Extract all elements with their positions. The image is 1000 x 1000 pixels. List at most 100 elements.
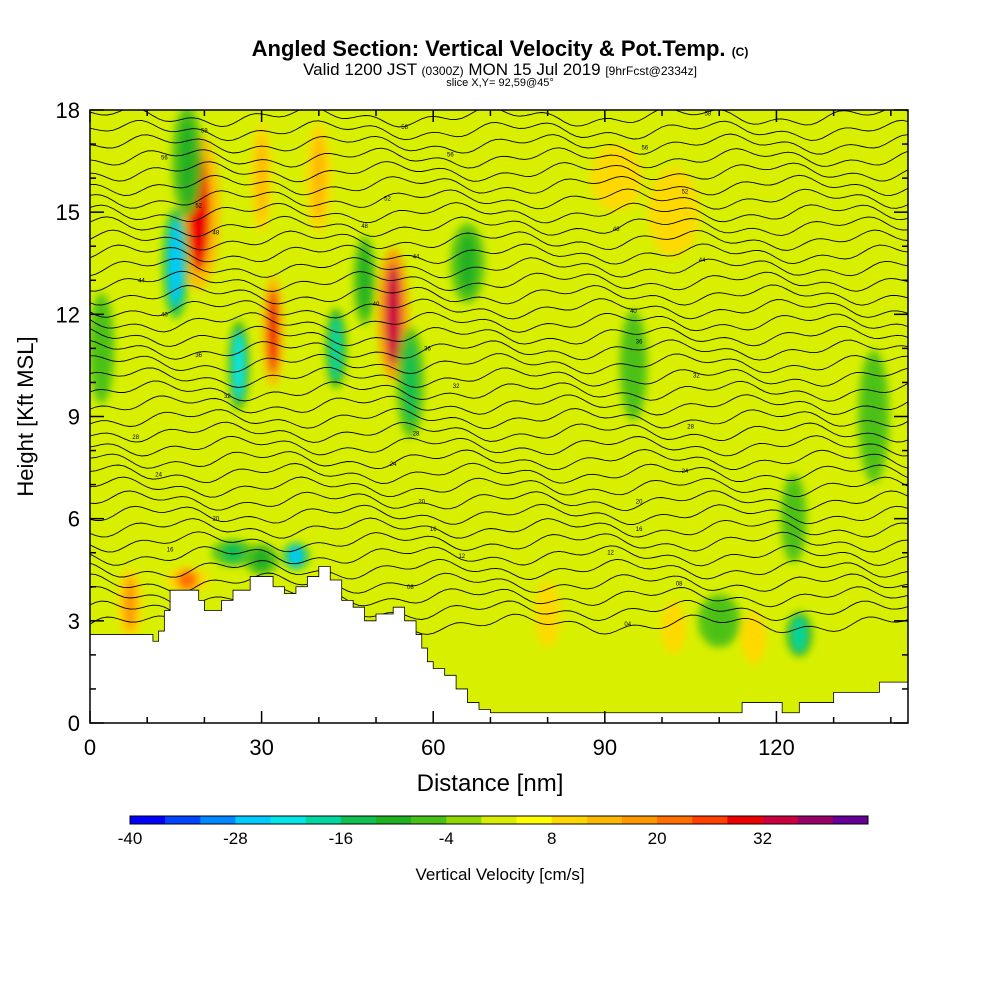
theta-contour-line [90, 380, 908, 402]
velocity-feature [179, 118, 195, 204]
theta-contour-label: 58 [201, 128, 208, 134]
theta-contour-label: 44 [138, 278, 145, 284]
colorbar-label: Vertical Velocity [cm/s] [415, 865, 584, 884]
colorbar-swatch [411, 816, 447, 824]
theta-contour-label: 16 [167, 547, 174, 553]
theta-contour-line [90, 462, 908, 484]
theta-contour-line [90, 110, 908, 128]
theta-contour-label: 40 [161, 312, 168, 318]
theta-contour-label: 58 [401, 125, 408, 131]
theta-contour-line [90, 215, 908, 237]
x-tick-label: 120 [758, 735, 795, 760]
velocity-feature [385, 263, 401, 366]
colorbar-swatch [130, 816, 166, 824]
theta-contour-label: 40 [373, 302, 380, 308]
colorbar: -40 -28 -16 -4 8 20 32 Vertical Velocity [cm/s] [118, 815, 869, 884]
slice-info: slice X,Y= 92,59@45° [446, 77, 554, 89]
y-tick-label: 15 [56, 200, 80, 225]
theta-contour-line [90, 517, 908, 539]
velocity-feature [458, 232, 477, 294]
theta-contour-label: 24 [682, 469, 689, 475]
theta-contour-label: 32 [693, 374, 700, 380]
y-tick-label: 12 [56, 302, 80, 327]
colorbar-swatch [376, 816, 412, 824]
terrain-profile [90, 565, 908, 723]
valid-time-line: Valid 1200 JST (0300Z) MON 15 Jul 2019 [… [0, 60, 1000, 80]
theta-contour-label: 40 [630, 309, 637, 315]
title-main: Angled Section: Vertical Velocity & Pot.… [251, 36, 726, 61]
colorbar-tick-label: 32 [753, 829, 772, 848]
theta-contour-label: 32 [453, 384, 460, 390]
velocity-feature [330, 317, 342, 380]
theta-contour-label: 08 [676, 581, 683, 587]
colorbar-swatch [586, 816, 623, 824]
theta-contour-label: 04 [624, 622, 631, 628]
valid-date: MON 15 Jul 2019 [468, 60, 601, 79]
forecast-info: [9hrFcst@2334z] [605, 64, 697, 78]
colorbar-swatch [622, 816, 658, 824]
theta-contour-label: 20 [418, 500, 425, 506]
theta-contour-line [90, 147, 908, 169]
theta-contour-line [90, 270, 908, 292]
theta-contour-line [90, 408, 908, 430]
theta-contour-line [90, 545, 908, 567]
theta-contour-line [90, 119, 908, 142]
theta-contour-label: 28 [413, 432, 420, 438]
terrain [90, 565, 908, 723]
valid-time: Valid 1200 JST [303, 60, 417, 79]
colorbar-swatch [481, 816, 517, 824]
colorbar-tick-label: 8 [547, 829, 556, 848]
theta-contour-label: 28 [132, 435, 139, 441]
velocity-feature [222, 542, 244, 563]
title-unit: (C) [731, 45, 749, 59]
velocity-feature [660, 178, 687, 247]
theta-contour-label: 28 [687, 425, 694, 431]
colorbar-swatch [832, 816, 869, 824]
theta-contour-line [90, 394, 908, 416]
theta-contour-label: 48 [213, 231, 220, 237]
theta-contour-line [90, 421, 908, 443]
colorbar-tick-label: -28 [223, 829, 248, 848]
theta-contour-line [90, 531, 908, 553]
velocity-feature [256, 135, 267, 221]
theta-contour-label: 56 [161, 156, 168, 162]
colorbar-swatch [200, 816, 236, 824]
velocity-feature [603, 152, 630, 204]
theta-contour-label: 44 [413, 254, 420, 260]
colorbar-swatch [235, 816, 271, 824]
y-axis-label: Height [Kft MSL] [13, 336, 38, 496]
velocity-feature [95, 305, 108, 391]
velocity-feature [123, 576, 137, 632]
theta-contour-label: 48 [613, 227, 620, 233]
theta-contour-line [90, 476, 908, 498]
theta-contour-label: 24 [390, 462, 397, 468]
theta-contour-label: 12 [458, 554, 465, 560]
theta-contour-line [90, 558, 908, 580]
theta-contour-line [90, 366, 908, 388]
colorbar-swatch [340, 816, 377, 824]
x-tick-label: 0 [84, 735, 96, 760]
x-tick-label: 30 [249, 735, 273, 760]
theta-contour-label: 36 [195, 353, 202, 359]
theta-contour-label: 44 [699, 258, 706, 264]
theta-contour-label: 08 [407, 585, 414, 591]
theta-contours: 58 58 58 56 56 56 52 52 52 48 48 48 44 44 44 40 40 40 36 36… [90, 110, 908, 635]
theta-contour-line [90, 188, 908, 210]
theta-contour-line [90, 298, 908, 320]
theta-contour-label: 36 [636, 340, 643, 346]
velocity-feature [667, 607, 680, 649]
theta-contour-label: 52 [195, 203, 202, 209]
y-tick-label: 6 [68, 507, 80, 532]
theta-contour-line [90, 586, 908, 608]
theta-contour-line [90, 202, 908, 224]
colorbar-tick-label: 20 [648, 829, 667, 848]
theta-contour-label: 16 [636, 527, 643, 533]
theta-contour-line [90, 353, 908, 375]
theta-contour-label: 56 [642, 145, 649, 151]
theta-contour-line [90, 503, 908, 525]
colorbar-tick-label: -4 [439, 829, 454, 848]
velocity-feature [169, 220, 183, 306]
velocity-feature [792, 617, 806, 652]
colorbar-swatch [551, 816, 588, 824]
theta-contour-line [90, 572, 908, 594]
